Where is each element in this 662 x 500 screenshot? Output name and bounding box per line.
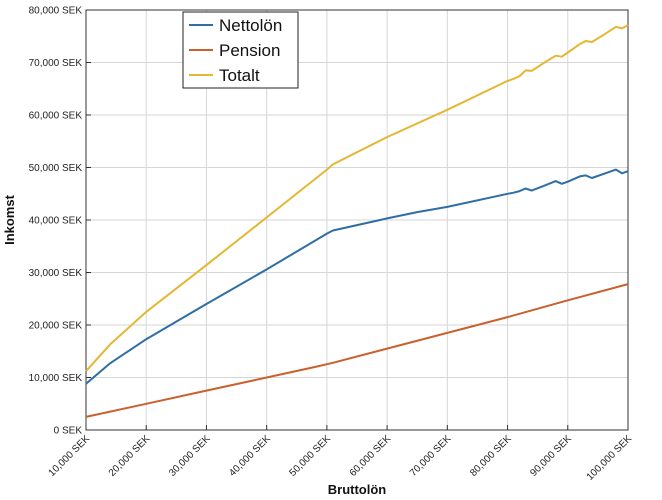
y-axis-ticks: 0 SEK 10,000 SEK 20,000 SEK 30,000 SEK 40,00… [29, 6, 91, 437]
series-line-totalt [85, 24, 629, 372]
y-tick-label: 70,000 SEK [29, 58, 83, 69]
x-tick-label: 20,000 SEK [107, 433, 153, 479]
legend: Nettolön Pension Totalt [182, 11, 299, 89]
legend-entry: Nettolön [219, 16, 282, 35]
y-tick-label: 30,000 SEK [29, 268, 83, 279]
legend-entry: Totalt [219, 66, 260, 85]
x-tick-label: 100,000 SEK [585, 433, 635, 483]
y-tick-label: 10,000 SEK [29, 373, 83, 384]
y-axis-label: Inkomst [2, 194, 17, 245]
y-tick-label: 80,000 SEK [29, 6, 83, 17]
series-line-pension [85, 283, 629, 418]
x-tick-label: 70,000 SEK [408, 433, 454, 479]
x-tick-label: 10,000 SEK [47, 433, 93, 479]
legend-entry: Pension [219, 41, 280, 60]
y-tick-label: 20,000 SEK [29, 321, 83, 332]
grid-lines [85, 9, 629, 431]
y-tick-label: 50,000 SEK [29, 163, 83, 174]
series-line-nettol-n [85, 168, 629, 385]
x-tick-label: 80,000 SEK [468, 433, 514, 479]
x-tick-label: 90,000 SEK [528, 433, 574, 479]
y-tick-label: 60,000 SEK [29, 111, 83, 122]
x-tick-label: 40,000 SEK [227, 433, 273, 479]
y-tick-label: 40,000 SEK [29, 216, 83, 227]
x-tick-label: 50,000 SEK [287, 433, 333, 479]
x-axis-ticks: 10,000 SEK 20,000 SEK 30,000 SEK 40,000 SEK… [47, 425, 635, 483]
x-tick-label: 30,000 SEK [167, 433, 213, 479]
x-tick-label: 60,000 SEK [348, 433, 394, 479]
x-axis-label: Bruttolön [328, 482, 387, 497]
y-tick-label: 0 SEK [54, 426, 83, 437]
series-lines [85, 24, 629, 418]
